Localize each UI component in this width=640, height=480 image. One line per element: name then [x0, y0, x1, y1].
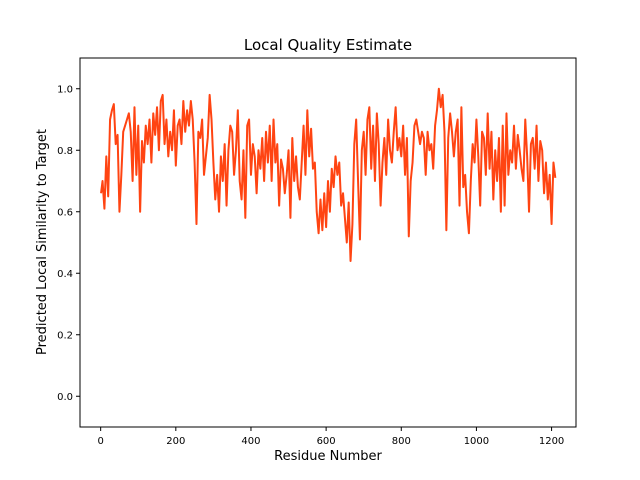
x-tick-label: 1000 [464, 436, 489, 447]
y-tick-label: 1.0 [57, 84, 73, 95]
x-tick-label: 200 [166, 436, 185, 447]
x-tick-label: 800 [392, 436, 411, 447]
x-tick-label: 0 [97, 436, 103, 447]
y-axis: 0.0 0.2 0.4 0.6 0.8 1.0 [57, 84, 80, 403]
axes-frame [79, 57, 577, 428]
chart-title: Local Quality Estimate [244, 36, 412, 54]
y-tick-label: 0.0 [57, 392, 73, 403]
x-axis: 0 200 400 600 800 1000 1200 [97, 427, 564, 447]
plot-area [100, 87, 557, 262]
y-tick-label: 0.2 [57, 330, 73, 341]
x-tick-label: 600 [317, 436, 336, 447]
x-axis-label: Residue Number [274, 449, 382, 464]
x-tick-label: 1200 [539, 436, 564, 447]
x-tick-label: 400 [241, 436, 260, 447]
y-tick-label: 0.6 [57, 207, 73, 218]
y-tick-label: 0.8 [57, 146, 73, 157]
series-line [100, 87, 557, 262]
y-tick-label: 0.4 [57, 269, 73, 280]
y-axis-label: Predicted Local Similarity to Target [35, 129, 50, 355]
